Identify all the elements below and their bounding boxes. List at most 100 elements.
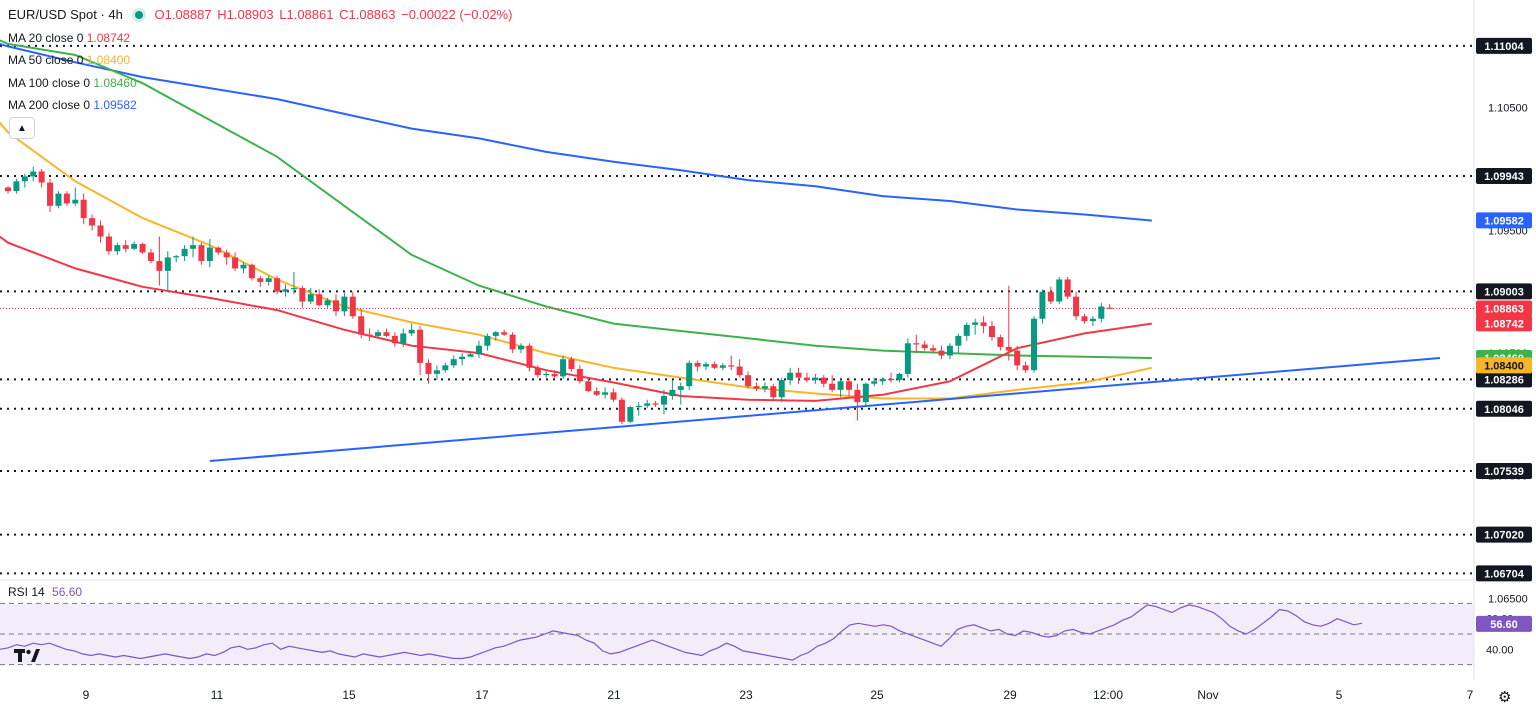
level-price-tag: 1.09003 bbox=[1476, 283, 1532, 300]
y-tick-label: 1.10500 bbox=[1488, 103, 1528, 115]
candle bbox=[198, 242, 205, 265]
candle-body bbox=[1056, 279, 1063, 302]
market-status-icon bbox=[134, 11, 143, 19]
ma20-legend[interactable]: MA 20 close 0 1.08742 bbox=[8, 27, 514, 50]
ma100-legend[interactable]: MA 100 close 0 1.08460 bbox=[8, 72, 514, 95]
candle bbox=[1031, 316, 1038, 373]
candle-body bbox=[862, 383, 869, 403]
candle bbox=[509, 332, 516, 354]
candle-body bbox=[1089, 318, 1096, 322]
candle-body bbox=[652, 403, 659, 405]
candle-body bbox=[21, 176, 28, 182]
candle-body bbox=[232, 257, 239, 269]
candle-body bbox=[400, 333, 407, 344]
price-tag-text: 1.08863 bbox=[1484, 304, 1524, 316]
candle-body bbox=[787, 372, 794, 381]
candle bbox=[778, 377, 785, 403]
candle bbox=[972, 318, 979, 335]
candle bbox=[13, 178, 20, 194]
candle bbox=[63, 191, 70, 206]
chart-legend: EUR/USD Spot · 4h O1.08887 H1.08903 L1.0… bbox=[8, 4, 514, 117]
candle bbox=[156, 236, 163, 286]
ma50-legend[interactable]: MA 50 close 0 1.08400 bbox=[8, 49, 514, 72]
candle bbox=[593, 387, 600, 396]
candle-body bbox=[795, 372, 802, 378]
candle-body bbox=[913, 343, 920, 345]
candle-body bbox=[265, 278, 272, 282]
candle bbox=[122, 240, 129, 253]
tradingview-logo[interactable] bbox=[14, 648, 40, 669]
rsi-legend[interactable]: RSI 14 56.60 bbox=[8, 585, 82, 599]
candle bbox=[366, 328, 373, 341]
candle bbox=[618, 397, 625, 425]
candle-body bbox=[812, 377, 819, 381]
ma200-label: MA 200 close 0 bbox=[8, 98, 91, 112]
candle bbox=[551, 370, 558, 379]
candle bbox=[938, 345, 945, 360]
price-tag: 1.08863 bbox=[1476, 300, 1532, 317]
candle-body bbox=[122, 245, 129, 249]
x-tick-label: 9 bbox=[83, 688, 90, 702]
rsi-tick-label: 40.00 bbox=[1486, 644, 1514, 656]
candle bbox=[400, 328, 407, 347]
candle-body bbox=[375, 332, 382, 336]
candle-body bbox=[105, 236, 112, 252]
candle bbox=[240, 262, 247, 274]
candle bbox=[358, 308, 365, 339]
price-tag: 1.08400 bbox=[1476, 357, 1532, 374]
candle bbox=[80, 193, 87, 225]
candle bbox=[131, 241, 138, 251]
gear-icon[interactable]: ⚙ bbox=[1498, 689, 1512, 706]
candle-body bbox=[38, 171, 45, 183]
candle-body bbox=[1022, 365, 1029, 371]
chevron-up-icon[interactable]: ▲ bbox=[9, 117, 35, 139]
candle bbox=[274, 275, 281, 295]
candle bbox=[837, 377, 844, 398]
candle-body bbox=[417, 329, 424, 363]
level-tag-bg bbox=[1476, 462, 1532, 479]
level-tag-text: 1.07539 bbox=[1484, 466, 1524, 478]
candle bbox=[560, 355, 567, 379]
x-tick-label: 21 bbox=[607, 688, 621, 702]
candle bbox=[459, 353, 466, 366]
price-tag-bg bbox=[1476, 357, 1532, 374]
level-price-tag: 1.09943 bbox=[1476, 168, 1532, 185]
candle bbox=[930, 344, 937, 354]
candle bbox=[879, 377, 886, 385]
candle-body bbox=[719, 365, 726, 368]
candle bbox=[282, 284, 289, 297]
candle-body bbox=[147, 252, 154, 262]
candle-body bbox=[164, 257, 171, 271]
candle-body bbox=[888, 378, 895, 381]
candle bbox=[38, 169, 45, 188]
candle-body bbox=[442, 365, 449, 371]
x-tick-label: Nov bbox=[1197, 688, 1218, 702]
candle-body bbox=[274, 278, 281, 292]
ma20-value: 1.08742 bbox=[86, 30, 131, 45]
candle-body bbox=[358, 316, 365, 335]
candle-body bbox=[5, 187, 11, 192]
ma20-line bbox=[0, 235, 1152, 402]
ma200-legend[interactable]: MA 200 close 0 1.09582 bbox=[8, 94, 514, 117]
candle bbox=[417, 326, 424, 376]
candle-body bbox=[173, 256, 180, 258]
candle-body bbox=[190, 245, 197, 249]
candle-body bbox=[568, 359, 575, 370]
candle bbox=[105, 232, 112, 255]
candle bbox=[1047, 286, 1054, 304]
level-tag-text: 1.11004 bbox=[1484, 41, 1524, 53]
candle bbox=[846, 377, 852, 396]
candle bbox=[332, 294, 339, 317]
ohlc-close: C1.08863 bbox=[339, 7, 396, 22]
price-tag: 1.08742 bbox=[1476, 315, 1532, 332]
candle-body bbox=[745, 375, 752, 387]
candle bbox=[955, 333, 962, 354]
candle bbox=[1081, 313, 1088, 324]
ma50-value: 1.08400 bbox=[86, 53, 131, 67]
candle bbox=[568, 356, 575, 372]
y-tick-label: 1.06500 bbox=[1488, 593, 1528, 605]
symbol-title[interactable]: EUR/USD Spot · 4h bbox=[8, 7, 123, 22]
candle bbox=[526, 343, 533, 372]
candle bbox=[652, 400, 659, 408]
